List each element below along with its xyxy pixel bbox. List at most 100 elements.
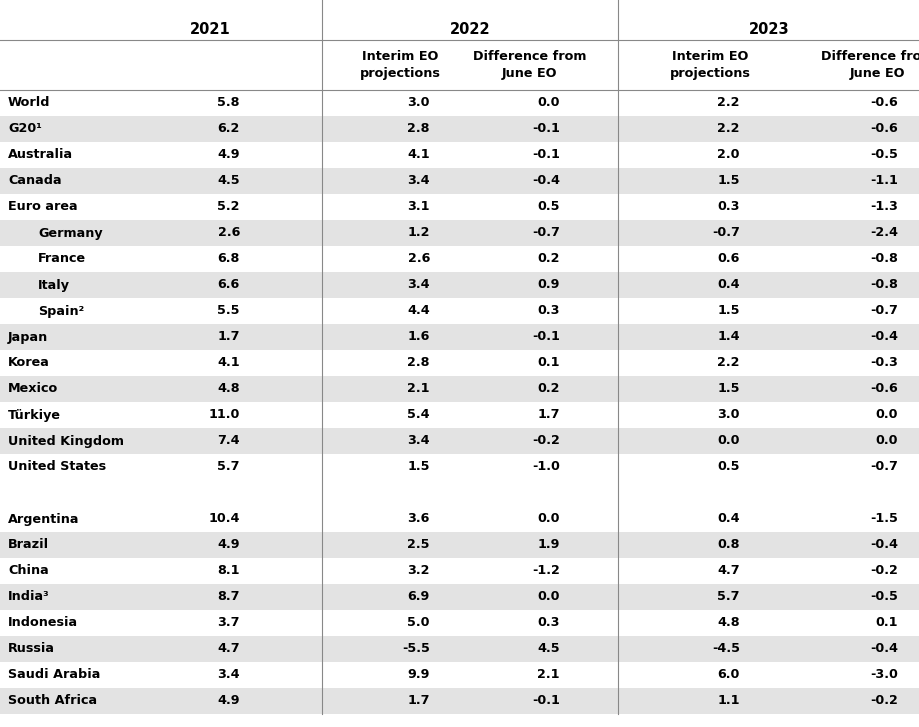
Text: -0.5: -0.5	[869, 590, 897, 603]
Text: 2.0: 2.0	[717, 148, 739, 161]
Text: 0.5: 0.5	[537, 201, 560, 214]
Text: -1.1: -1.1	[869, 174, 897, 188]
Text: 1.4: 1.4	[717, 331, 739, 343]
Bar	[0, 584, 919, 610]
Text: Türkiye: Türkiye	[8, 409, 61, 422]
Text: 4.9: 4.9	[217, 148, 240, 161]
Bar	[0, 454, 919, 480]
Text: 0.0: 0.0	[537, 590, 560, 603]
Text: 4.7: 4.7	[217, 643, 240, 656]
Text: Argentina: Argentina	[8, 513, 79, 526]
Text: 1.1: 1.1	[717, 694, 739, 707]
Text: -0.6: -0.6	[869, 97, 897, 110]
Text: 3.0: 3.0	[407, 97, 429, 110]
Bar	[0, 194, 919, 220]
Text: Interim EO
projections: Interim EO projections	[669, 50, 750, 79]
Text: United Kingdom: United Kingdom	[8, 435, 124, 448]
Text: -0.7: -0.7	[869, 460, 897, 473]
Bar	[0, 376, 919, 402]
Text: 3.7: 3.7	[217, 616, 240, 630]
Text: -0.2: -0.2	[869, 564, 897, 577]
Text: -0.7: -0.7	[711, 227, 739, 239]
Text: 4.8: 4.8	[217, 382, 240, 395]
Text: 2.6: 2.6	[218, 227, 240, 239]
Text: 0.9: 0.9	[537, 278, 560, 292]
Text: 6.6: 6.6	[218, 278, 240, 292]
Text: 2.2: 2.2	[717, 356, 739, 369]
Text: Brazil: Brazil	[8, 539, 49, 552]
Text: 4.9: 4.9	[217, 539, 240, 552]
Bar	[0, 220, 919, 246]
Text: -0.2: -0.2	[531, 435, 560, 448]
Text: -2.4: -2.4	[869, 227, 897, 239]
Text: 2.8: 2.8	[407, 356, 429, 369]
Text: G20¹: G20¹	[8, 123, 42, 135]
Text: 0.4: 0.4	[717, 278, 739, 292]
Bar	[0, 350, 919, 376]
Text: 0.4: 0.4	[717, 513, 739, 526]
Text: 2.2: 2.2	[717, 123, 739, 135]
Text: 3.1: 3.1	[407, 201, 429, 214]
Text: Difference from
June EO: Difference from June EO	[472, 50, 586, 79]
Text: 6.2: 6.2	[218, 123, 240, 135]
Text: -0.8: -0.8	[869, 252, 897, 265]
Text: 0.1: 0.1	[875, 616, 897, 630]
Text: 8.1: 8.1	[217, 564, 240, 577]
Text: 5.0: 5.0	[407, 616, 429, 630]
Text: -0.1: -0.1	[531, 331, 560, 343]
Text: -0.1: -0.1	[531, 694, 560, 707]
Text: 4.9: 4.9	[217, 694, 240, 707]
Text: -0.4: -0.4	[531, 174, 560, 188]
Text: 4.1: 4.1	[407, 148, 429, 161]
Text: 3.4: 3.4	[407, 278, 429, 292]
Text: -0.6: -0.6	[869, 382, 897, 395]
Text: -0.1: -0.1	[531, 148, 560, 161]
Text: -1.5: -1.5	[869, 513, 897, 526]
Bar	[0, 480, 919, 506]
Text: -0.7: -0.7	[869, 305, 897, 318]
Bar	[0, 272, 919, 298]
Text: 5.7: 5.7	[217, 460, 240, 473]
Bar	[0, 168, 919, 194]
Text: Italy: Italy	[38, 278, 70, 292]
Text: -5.5: -5.5	[402, 643, 429, 656]
Text: Spain²: Spain²	[38, 305, 85, 318]
Text: 0.1: 0.1	[537, 356, 560, 369]
Text: -0.7: -0.7	[531, 227, 560, 239]
Text: 1.2: 1.2	[407, 227, 429, 239]
Text: 3.4: 3.4	[407, 435, 429, 448]
Text: -0.6: -0.6	[869, 123, 897, 135]
Text: 9.9: 9.9	[407, 669, 429, 681]
Text: 2.8: 2.8	[407, 123, 429, 135]
Text: 2.2: 2.2	[717, 97, 739, 110]
Bar	[0, 246, 919, 272]
Bar	[0, 298, 919, 324]
Text: 0.0: 0.0	[875, 409, 897, 422]
Text: -1.2: -1.2	[531, 564, 560, 577]
Text: 5.2: 5.2	[217, 201, 240, 214]
Text: -4.5: -4.5	[711, 643, 739, 656]
Text: 4.5: 4.5	[537, 643, 560, 656]
Text: Difference from
June EO: Difference from June EO	[821, 50, 919, 79]
Bar	[0, 90, 919, 116]
Text: 1.5: 1.5	[407, 460, 429, 473]
Text: 1.7: 1.7	[217, 331, 240, 343]
Text: -3.0: -3.0	[869, 669, 897, 681]
Text: 0.2: 0.2	[537, 252, 560, 265]
Text: 2.5: 2.5	[407, 539, 429, 552]
Text: 0.0: 0.0	[875, 435, 897, 448]
Text: 7.4: 7.4	[217, 435, 240, 448]
Bar	[0, 506, 919, 532]
Text: 1.5: 1.5	[717, 382, 739, 395]
Text: 6.9: 6.9	[407, 590, 429, 603]
Bar	[0, 636, 919, 662]
Text: Canada: Canada	[8, 174, 62, 188]
Text: -0.5: -0.5	[869, 148, 897, 161]
Text: 3.4: 3.4	[407, 174, 429, 188]
Text: 0.6: 0.6	[717, 252, 739, 265]
Text: Australia: Australia	[8, 148, 73, 161]
Text: 4.5: 4.5	[217, 174, 240, 188]
Text: 4.8: 4.8	[717, 616, 739, 630]
Text: -0.8: -0.8	[869, 278, 897, 292]
Text: 3.4: 3.4	[217, 669, 240, 681]
